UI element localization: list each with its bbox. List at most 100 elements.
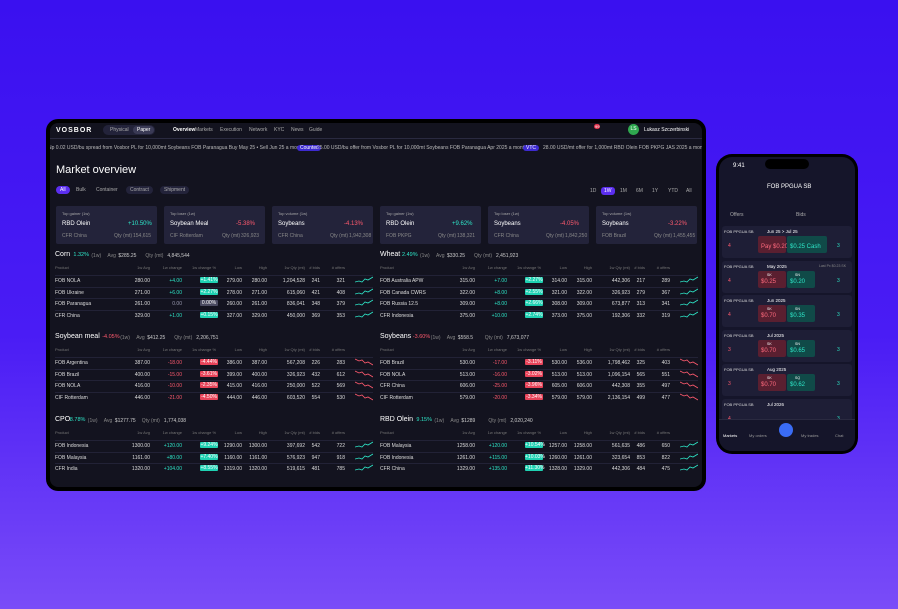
period-button[interactable]: 6M [636, 188, 643, 194]
card-qty-label: Qty (mt) [114, 233, 133, 239]
period-button[interactable]: 1M [620, 188, 627, 194]
menu-item[interactable]: News [291, 127, 304, 133]
menu-item[interactable]: Overview [173, 127, 196, 133]
period-button[interactable]: 1W [601, 187, 615, 195]
table-cell: 673,877 [611, 301, 630, 307]
product-name: FOB Argentina [55, 360, 88, 366]
add-button [779, 423, 793, 437]
dropdown[interactable]: Contract [126, 186, 153, 194]
menu-item[interactable]: Execution [220, 127, 242, 133]
period-button[interactable]: All [686, 188, 692, 194]
table-cell: 1,798,462 [607, 360, 630, 366]
card-period: Jul 2026 [767, 401, 785, 407]
sparkline [680, 441, 698, 448]
sparkline [680, 464, 698, 471]
offer-price[interactable]: $0.35 [790, 313, 806, 319]
card-qty: 1,942,308 [349, 233, 372, 239]
row-separator [380, 298, 698, 299]
section-name: RBD Olein [380, 416, 414, 423]
bid-price[interactable]: $0.70 [761, 313, 777, 319]
mode-tab[interactable]: Paper [133, 126, 155, 134]
change-pill: -4.50% [200, 393, 218, 400]
table-cell: 477 [661, 394, 670, 401]
offer-price[interactable]: $0.65 [790, 347, 806, 354]
column-header: High [258, 430, 267, 435]
column-header: Low [559, 347, 567, 352]
notification-badge: 99 [594, 124, 601, 129]
bottom-nav-item[interactable]: Markets [723, 433, 738, 438]
sparkline-line [355, 464, 373, 471]
menu-item[interactable]: Network [249, 127, 268, 133]
table-cell: 386.00 [226, 360, 242, 366]
change-pill: +7.40% [200, 453, 218, 460]
table-cell: 603,520 [286, 394, 305, 401]
column-header: 1w change [162, 347, 182, 352]
offer-price[interactable]: $0.25 Cash [790, 244, 821, 250]
table-cell: 567,208 [286, 360, 305, 366]
column-header: High [258, 265, 267, 270]
table-cell: 542 [311, 443, 320, 449]
sparkline-line [355, 311, 373, 317]
table-cell: 1261.00 [573, 454, 592, 461]
menu-item[interactable]: KYC [274, 127, 285, 133]
table-cell: -17.00 [492, 360, 507, 366]
card-name: Soybeans [494, 221, 521, 227]
period-button[interactable]: 1D [590, 188, 597, 194]
phone-tab[interactable]: Offers [730, 212, 744, 218]
bid-price[interactable]: $0.70 [761, 347, 777, 354]
table-cell: +6.00 [169, 289, 182, 296]
table-cell: 530 [336, 394, 345, 401]
section-change: 1.32% [73, 252, 89, 258]
bottom-nav-item[interactable]: Chat [835, 433, 844, 438]
sparkline [680, 370, 698, 377]
table-cell: +115.00 [489, 454, 507, 461]
table-cell: 918 [336, 454, 345, 461]
table-cell: 836,041 [286, 301, 305, 307]
period-button[interactable]: YTD [668, 188, 678, 194]
table-cell: 486 [636, 443, 645, 449]
offer-price[interactable]: $0.20 [790, 278, 806, 285]
table-cell: 551 [661, 371, 670, 378]
avg-label: Avg [136, 335, 145, 341]
table-cell: 400.00 [251, 371, 267, 378]
filter-button[interactable]: Container [96, 187, 118, 193]
table-cell: 1320.00 [248, 466, 267, 472]
bottom-nav-item[interactable]: My orders [749, 433, 767, 438]
sparkline-line [680, 276, 698, 283]
column-header: 1w change % [191, 265, 216, 270]
offer-price[interactable]: $0.62 [790, 382, 806, 388]
table-cell: 475 [661, 466, 670, 472]
dropdown[interactable]: Shipment [160, 186, 190, 194]
product-name: FOB Malaysia [55, 454, 87, 461]
phone-tab[interactable]: Bids [796, 212, 806, 218]
change-pill: -3.11% [525, 359, 543, 365]
qty-label: Qty (mt) [474, 253, 493, 259]
filter-button[interactable]: All [56, 186, 70, 194]
bid-box [758, 374, 786, 391]
card-period: Jun 2025 [767, 298, 786, 303]
table-cell: 606.00 [459, 383, 475, 389]
avatar: LS [628, 124, 639, 135]
menu-item[interactable]: Guide [309, 127, 323, 133]
bid-price[interactable]: $0.70 [761, 382, 777, 388]
section-period: (1w) [434, 418, 445, 424]
table-cell: 565 [636, 371, 645, 378]
sparkline-line [355, 288, 373, 294]
table-cell: 261.00 [134, 301, 150, 307]
sparkline [355, 370, 373, 377]
mode-tab[interactable]: Physical [110, 127, 129, 133]
product-name: FOB Malaysia [380, 443, 412, 449]
table-cell: 315.00 [576, 278, 592, 284]
bottom-nav-item[interactable]: My trades [801, 433, 819, 438]
table-cell: 1329.00 [573, 466, 592, 472]
card-location: FOB Brazil [602, 233, 627, 239]
phone-market[interactable]: FOB PPGUA SB [767, 184, 812, 190]
bid-code: SK [767, 272, 772, 277]
row-separator [55, 275, 373, 276]
period-button[interactable]: 1Y [652, 188, 659, 194]
card-change: +9.62% [452, 221, 473, 227]
bid-price[interactable]: Pay $0.20 [761, 244, 789, 250]
bid-price[interactable]: $0.25 [761, 278, 777, 285]
menu-item[interactable]: Markets [195, 127, 213, 133]
filter-button[interactable]: Bulk [76, 187, 86, 193]
